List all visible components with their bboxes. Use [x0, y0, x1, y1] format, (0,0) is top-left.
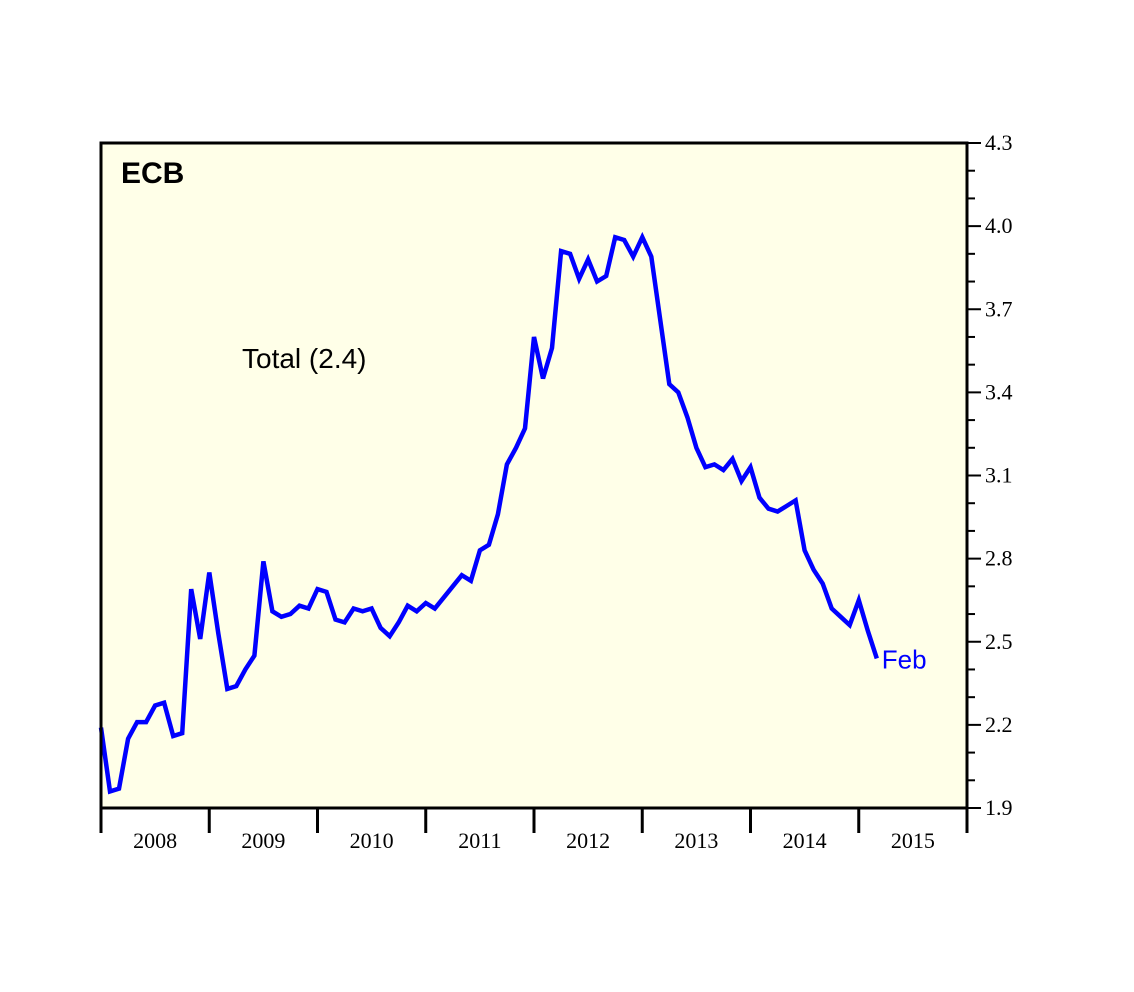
x-axis: 2008 2009 2010 2011 2012 2013 2014 2015 — [99, 808, 969, 853]
series-annotation: Total (2.4) — [242, 343, 367, 374]
y-tick-label: 3.1 — [985, 463, 1013, 488]
y-tick-label: 2.2 — [985, 712, 1013, 737]
y-tick-label: 2.5 — [985, 629, 1013, 654]
x-tick-label: 2013 — [674, 828, 718, 853]
end-label: Feb — [882, 644, 927, 674]
y-tick-label: 2.8 — [985, 546, 1013, 571]
x-tick-label: 2008 — [133, 828, 177, 853]
x-tick-label: 2011 — [458, 828, 501, 853]
y-tick-label: 1.9 — [985, 795, 1013, 820]
plot-background — [101, 143, 967, 808]
y-tick-label: 4.0 — [985, 213, 1013, 238]
x-tick-label: 2015 — [891, 828, 935, 853]
x-tick-label: 2014 — [783, 828, 827, 853]
y-tick-label: 4.3 — [985, 130, 1013, 155]
y-axis: 1.9 2.2 2.5 2.8 3.1 3.4 3.7 4.0 4.3 — [967, 130, 1013, 820]
chart-title: ECB — [121, 157, 184, 190]
x-tick-label: 2009 — [241, 828, 285, 853]
x-tick-label: 2012 — [566, 828, 610, 853]
plot-frame — [99, 141, 969, 810]
y-tick-label: 3.7 — [985, 296, 1013, 321]
x-tick-label: 2010 — [350, 828, 394, 853]
y-tick-label: 3.4 — [985, 379, 1013, 404]
